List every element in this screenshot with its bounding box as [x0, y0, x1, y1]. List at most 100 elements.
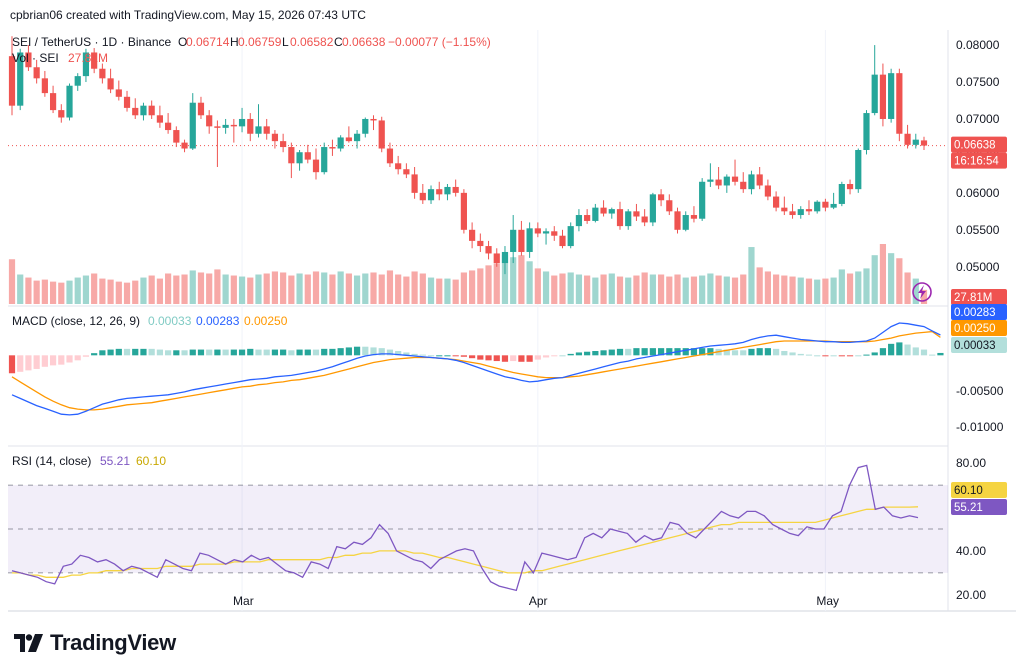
volume-bar: [912, 278, 919, 304]
candle-body: [781, 207, 788, 212]
volume-bar: [230, 275, 237, 304]
signal-value-tag: 0.00250: [954, 323, 996, 335]
candle-body: [477, 240, 484, 247]
ohlc-key: L: [282, 35, 289, 49]
volume-bar: [542, 271, 550, 304]
volume-bar: [740, 274, 747, 304]
macd-histogram-bar: [271, 349, 279, 356]
macd-histogram-bar: [33, 355, 40, 369]
macd-legend-signal: 0.00250: [244, 314, 288, 328]
volume-bar: [74, 277, 81, 304]
rsi-legend-ma: 60.10: [136, 454, 166, 468]
volume-bar: [920, 289, 928, 304]
macd-histogram-bar: [510, 355, 517, 362]
volume-bar: [197, 272, 205, 304]
candle-body: [247, 118, 254, 134]
volume-bar: [345, 273, 352, 304]
candle-body: [395, 163, 402, 170]
candle-body: [822, 201, 829, 208]
macd-histogram-bar: [148, 348, 155, 356]
rsi-ma-tag: 60.10: [954, 485, 983, 497]
macd-histogram-bar: [493, 355, 500, 362]
candle-body: [58, 110, 65, 118]
candle-body: [731, 176, 739, 182]
macd-histogram-bar: [189, 349, 196, 356]
volume-bar: [896, 258, 903, 304]
macd-histogram-bar: [91, 353, 98, 356]
candle-body: [132, 107, 139, 116]
macd-histogram-bar: [896, 342, 903, 356]
candle-body: [370, 118, 377, 121]
macd-axis-label: -0.00500: [956, 384, 1004, 398]
volume-bar: [238, 276, 246, 304]
macd-histogram-bar: [173, 350, 180, 356]
volume-bar: [616, 276, 624, 304]
volume-bar: [25, 277, 32, 304]
volume-bar: [329, 274, 336, 304]
macd-histogram-bar: [649, 348, 656, 356]
candle-body: [723, 176, 730, 186]
symbol-title: SEI / TetherUS · 1D · Binance: [12, 35, 172, 49]
macd-histogram-bar: [181, 350, 188, 356]
volume-bar: [263, 273, 270, 304]
macd-histogram-bar: [855, 355, 862, 357]
macd-histogram-bar: [353, 346, 361, 356]
candle-body: [912, 139, 919, 145]
price-change: −0.00077 (−1.15%): [388, 35, 491, 49]
macd-histogram-bar: [534, 355, 541, 360]
candle-body: [904, 133, 911, 145]
volume-bar: [189, 270, 196, 304]
macd-histogram-bar: [321, 348, 328, 356]
candle-body: [123, 96, 131, 108]
volume-bar: [444, 278, 451, 304]
volume-bar: [280, 272, 287, 304]
macd-histogram-bar: [17, 355, 24, 372]
macd-histogram-bar: [312, 349, 320, 356]
volume-bar: [411, 271, 418, 304]
volume-bar: [115, 281, 122, 304]
alert-bolt-icon: [918, 285, 926, 299]
macd-histogram-bar: [846, 355, 854, 357]
macd-histogram-bar: [731, 350, 739, 356]
macd-histogram-bar: [822, 355, 829, 357]
candle-body: [74, 76, 81, 86]
candle-body: [165, 122, 172, 131]
candle-body: [452, 186, 459, 193]
macd-value-tag: 0.00283: [954, 307, 996, 319]
candle-body: [263, 126, 270, 134]
macd-histogram-bar: [66, 355, 73, 363]
volume-bar: [625, 277, 632, 304]
macd-histogram-bar: [526, 355, 533, 362]
macd-histogram-bar: [567, 353, 574, 356]
candle-body: [181, 142, 188, 149]
macd-histogram-bar: [756, 348, 763, 356]
macd-histogram-bar: [329, 348, 336, 356]
macd-histogram-bar: [436, 355, 443, 357]
candle-body: [559, 235, 566, 247]
volume-bar: [805, 278, 813, 304]
macd-histogram-bar: [929, 354, 936, 356]
candle-body: [896, 73, 903, 134]
macd-histogram-bar: [107, 349, 114, 356]
alert-icon: [912, 282, 932, 302]
macd-histogram-bar: [830, 355, 837, 357]
macd-histogram-bar: [748, 348, 755, 356]
ohlc-value: 0.06582: [290, 35, 334, 49]
candle-body: [345, 137, 352, 142]
volume-bar: [559, 273, 566, 304]
candle-body: [460, 192, 467, 230]
price-axis-label: 0.07000: [956, 112, 1000, 126]
macd-histogram-bar: [419, 354, 426, 356]
candle-body: [846, 183, 854, 190]
candle-body: [682, 215, 689, 230]
macd-legend-hist: 0.00033: [148, 314, 192, 328]
candle-body: [493, 253, 500, 264]
volume-bar: [592, 277, 599, 304]
price-axis-label: 0.06000: [956, 186, 1000, 200]
volume-tag-bg: [951, 289, 1007, 305]
macd-histogram-bar: [797, 353, 804, 356]
candle-body: [238, 118, 246, 127]
candle-body: [534, 228, 541, 234]
macd-histogram-bar: [378, 348, 385, 356]
